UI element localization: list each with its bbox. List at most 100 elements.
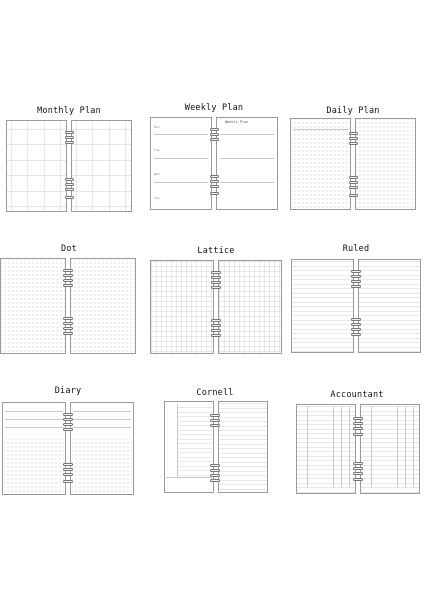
binder-ring	[211, 324, 221, 327]
binder-ring	[211, 334, 221, 337]
binder-ring	[349, 181, 358, 184]
binder-ring	[211, 319, 221, 322]
binder-ring	[351, 285, 361, 288]
binder-ring	[63, 413, 73, 416]
template-label: Dot	[61, 244, 77, 254]
planner-spread	[164, 401, 268, 493]
planner-spread	[290, 118, 416, 210]
binder-ring	[65, 196, 74, 199]
binder-ring	[63, 269, 73, 272]
binder-rings	[65, 120, 74, 212]
binder-ring	[353, 433, 363, 436]
binder-rings	[353, 404, 363, 494]
binder-ring	[349, 142, 358, 145]
binder-ring	[211, 286, 221, 289]
left-page	[290, 118, 351, 210]
left-page	[164, 401, 214, 493]
binder-ring	[65, 136, 74, 139]
binder-ring	[210, 192, 219, 195]
binder-rings	[210, 401, 220, 493]
left-page: Mon Tue Wed Thu	[150, 117, 212, 210]
binder-ring	[210, 175, 219, 178]
planner-spread	[0, 258, 136, 354]
planner-spread	[2, 402, 134, 495]
binder-rings	[349, 118, 358, 210]
binder-ring	[210, 424, 220, 427]
right-page	[218, 401, 268, 493]
binder-ring	[63, 332, 73, 335]
left-page	[6, 120, 67, 212]
binder-ring	[63, 317, 73, 320]
template-monthly-plan: Monthly Plan	[4, 100, 134, 215]
binder-rings	[211, 260, 221, 354]
binder-rings	[63, 258, 73, 354]
binder-ring	[210, 464, 220, 467]
binder-ring	[65, 183, 74, 186]
template-label: Monthly Plan	[37, 106, 101, 116]
template-label: Ruled	[342, 244, 370, 254]
binder-ring	[65, 131, 74, 134]
template-label: Weekly Plan	[184, 103, 244, 113]
template-daily-plan: Daily Plan	[288, 100, 418, 215]
binder-ring	[349, 176, 358, 179]
template-label: Diary	[54, 386, 82, 396]
left-page	[291, 259, 354, 353]
binder-ring	[63, 274, 73, 277]
template-diary: Diary	[0, 381, 136, 501]
binder-ring	[63, 322, 73, 325]
binder-ring	[210, 180, 219, 183]
binder-ring	[349, 137, 358, 140]
binder-rings	[63, 402, 73, 495]
binder-ring	[65, 188, 74, 191]
weekly-page-title: Weekly Plan	[225, 120, 249, 124]
binder-ring	[63, 284, 73, 287]
binder-ring	[210, 133, 219, 136]
template-cornell: Cornell	[148, 382, 282, 500]
binder-ring	[351, 270, 361, 273]
binder-ring	[351, 323, 361, 326]
binder-ring	[349, 186, 358, 189]
binder-ring	[63, 428, 73, 431]
binder-ring	[353, 472, 363, 475]
binder-ring	[63, 480, 73, 483]
binder-rings	[210, 117, 219, 210]
right-page: Weekly Plan	[216, 117, 278, 210]
binder-ring	[211, 271, 221, 274]
binder-ring	[210, 185, 219, 188]
binder-ring	[349, 194, 358, 197]
right-page	[218, 260, 282, 354]
binder-ring	[65, 141, 74, 144]
binder-ring	[349, 132, 358, 135]
binder-rings	[351, 259, 361, 353]
template-label: Accountant	[330, 390, 384, 400]
binder-ring	[63, 463, 73, 466]
binder-ring	[63, 468, 73, 471]
binder-ring	[210, 479, 220, 482]
binder-ring	[63, 473, 73, 476]
binder-ring	[353, 478, 363, 481]
left-page	[2, 402, 66, 495]
binder-ring	[210, 138, 219, 141]
binder-ring	[353, 462, 363, 465]
planner-spread	[6, 120, 132, 212]
right-page	[70, 402, 134, 495]
right-page	[360, 404, 420, 494]
binder-ring	[211, 276, 221, 279]
binder-ring	[63, 327, 73, 330]
planner-spread: Mon Tue Wed Thu Weekly Plan	[150, 117, 278, 210]
binder-ring	[211, 329, 221, 332]
template-label: Cornell	[196, 388, 234, 398]
planner-spread	[291, 259, 421, 353]
binder-ring	[351, 318, 361, 321]
binder-ring	[353, 427, 363, 430]
template-lattice: Lattice	[148, 240, 284, 360]
binder-ring	[353, 467, 363, 470]
planner-spread	[296, 404, 420, 494]
binder-ring	[351, 280, 361, 283]
binder-ring	[210, 419, 220, 422]
template-label: Daily Plan	[326, 106, 380, 116]
template-dot: Dot	[0, 238, 138, 360]
binder-ring	[210, 469, 220, 472]
template-label: Lattice	[197, 246, 235, 256]
binder-ring	[63, 279, 73, 282]
